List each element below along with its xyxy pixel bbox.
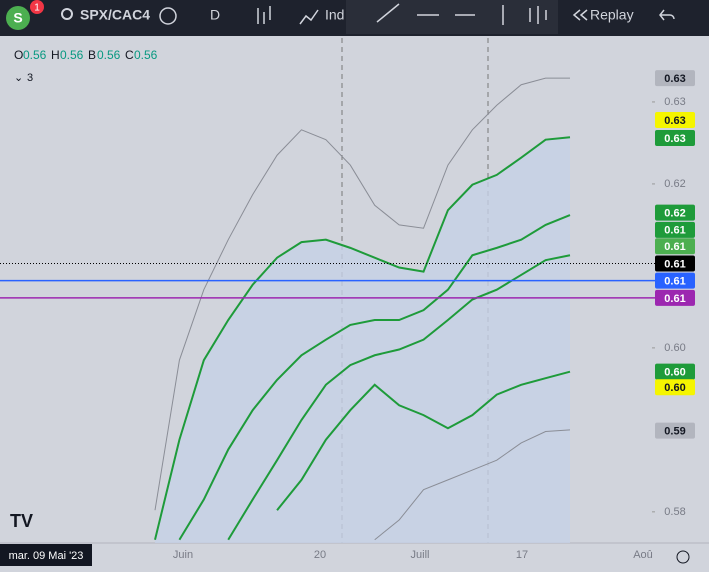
price-tag bbox=[655, 70, 695, 87]
price-tag-label: 0.61 bbox=[664, 258, 685, 270]
price-tag-label: 0.61 bbox=[664, 225, 685, 237]
band-line bbox=[227, 254, 571, 541]
price-tag-label: 0.60 bbox=[664, 382, 685, 394]
indicator-count: 3 bbox=[27, 72, 33, 84]
legend-value: 0.56 bbox=[134, 48, 158, 62]
x-tick-label: Aoû bbox=[633, 549, 653, 561]
y-tick-label: 0.62 bbox=[664, 178, 685, 190]
price-tag-label: 0.63 bbox=[664, 73, 685, 85]
price-tag-label: 0.61 bbox=[664, 241, 685, 253]
band-line bbox=[178, 214, 571, 541]
logo: TV bbox=[10, 511, 33, 531]
price-tag-label: 0.60 bbox=[664, 367, 685, 379]
band-line bbox=[154, 77, 570, 511]
legend-value: 0.56 bbox=[60, 48, 84, 62]
undo[interactable] bbox=[659, 9, 675, 21]
avatar-letter: S bbox=[13, 10, 22, 26]
band-line bbox=[276, 370, 571, 511]
price-tag bbox=[655, 204, 695, 221]
price-tag bbox=[655, 272, 695, 289]
interval[interactable]: D bbox=[210, 7, 220, 23]
price-tag-label: 0.59 bbox=[664, 426, 685, 438]
indicator-icon bbox=[299, 9, 319, 25]
legend-key: H bbox=[51, 48, 60, 62]
symbol[interactable]: SPX/CAC4 bbox=[80, 7, 150, 23]
price-tag bbox=[655, 111, 695, 128]
y-tick-label: 0.63 bbox=[664, 96, 685, 108]
price-tag-label: 0.63 bbox=[664, 115, 685, 127]
date-label: mar. 09 Mai '23 bbox=[9, 550, 84, 562]
legend-value: 0.56 bbox=[97, 48, 121, 62]
x-tick-label: 20 bbox=[314, 549, 326, 561]
badge bbox=[30, 0, 44, 14]
badge-count: 1 bbox=[34, 3, 40, 14]
settings[interactable] bbox=[676, 550, 690, 564]
price-tag bbox=[655, 422, 695, 439]
band-line bbox=[374, 429, 571, 541]
replay-icon bbox=[572, 9, 588, 21]
price-tag bbox=[655, 238, 695, 255]
drawing-toolbar bbox=[346, 0, 558, 34]
price-tag-label: 0.61 bbox=[664, 293, 685, 305]
price-tag-label: 0.63 bbox=[664, 133, 685, 145]
indicators[interactable]: Ind bbox=[325, 7, 344, 23]
price-tag bbox=[655, 255, 695, 272]
legend-value: 0.56 bbox=[23, 48, 47, 62]
x-tick-label: Juin bbox=[173, 549, 193, 561]
band-line bbox=[154, 136, 571, 540]
drawing-tools[interactable] bbox=[376, 3, 547, 25]
price-tag bbox=[655, 221, 695, 238]
legend-key: B bbox=[88, 48, 96, 62]
price-tag bbox=[655, 130, 695, 147]
bars-icon[interactable] bbox=[257, 6, 271, 24]
collapse[interactable]: ⌄ bbox=[14, 72, 23, 84]
add-icon[interactable] bbox=[159, 7, 177, 25]
price-tag bbox=[655, 379, 695, 396]
legend-key: C bbox=[125, 48, 134, 62]
date-box bbox=[0, 544, 92, 566]
replay[interactable]: Replay bbox=[590, 7, 634, 23]
avatar[interactable] bbox=[6, 6, 30, 30]
price-tag bbox=[655, 289, 695, 306]
x-tick-label: 17 bbox=[516, 549, 528, 561]
legend-key: O bbox=[14, 48, 23, 62]
price-tag-label: 0.62 bbox=[664, 208, 685, 220]
y-tick-label: 0.60 bbox=[664, 342, 685, 354]
y-tick-label: 0.58 bbox=[664, 506, 685, 518]
price-tag bbox=[655, 363, 695, 380]
search-icon bbox=[61, 8, 73, 20]
band-area bbox=[155, 137, 570, 544]
price-tag-label: 0.61 bbox=[664, 276, 685, 288]
x-tick-label: Juill bbox=[411, 549, 430, 561]
